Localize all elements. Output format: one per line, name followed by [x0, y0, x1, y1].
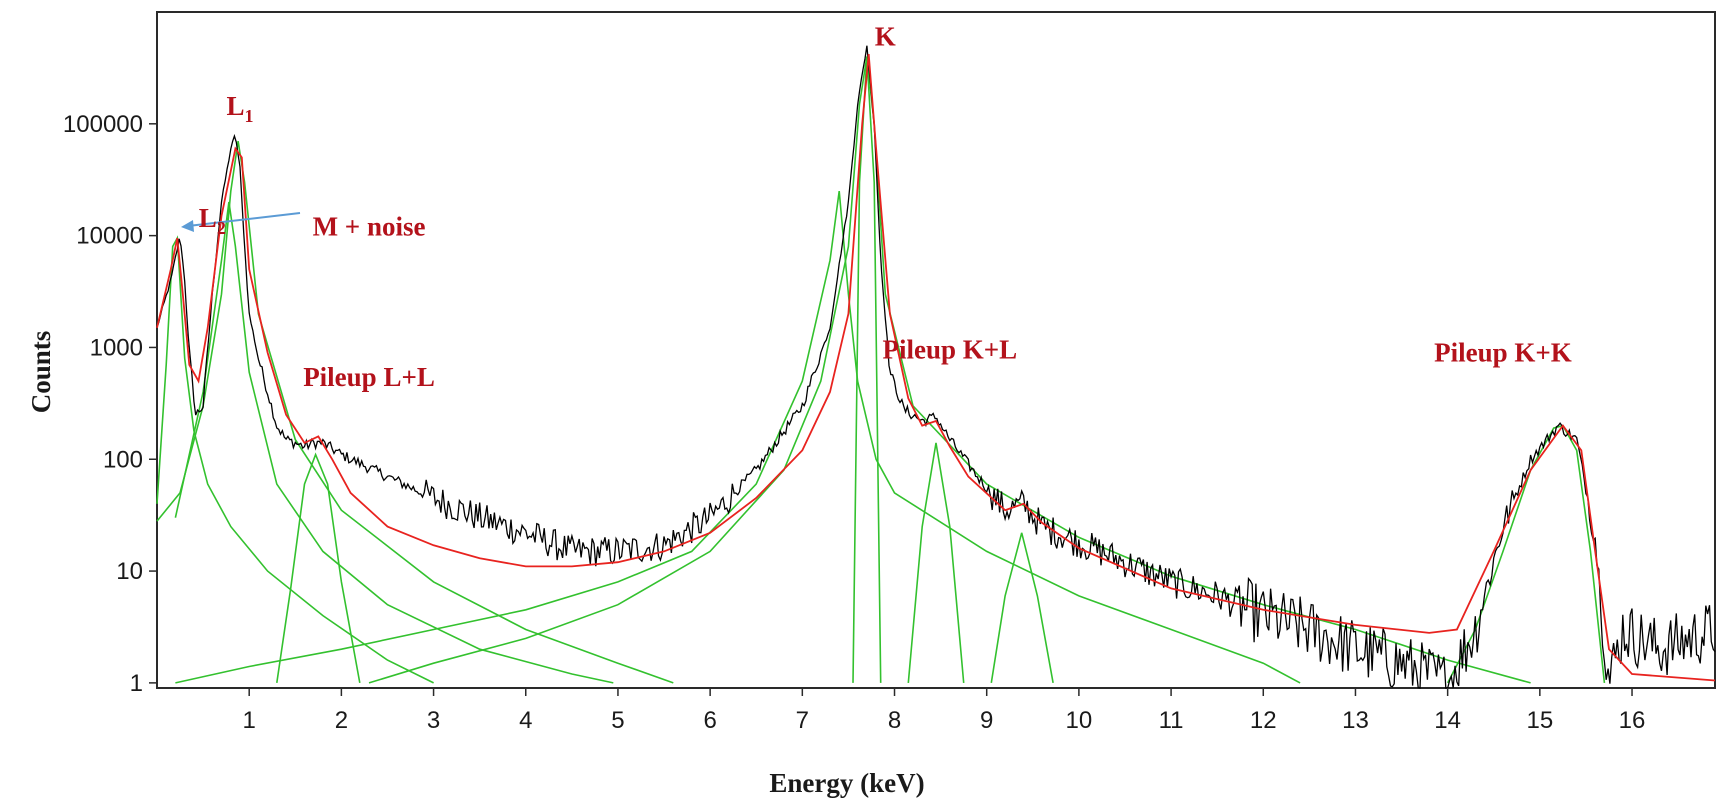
x-tick-label: 8 — [888, 707, 901, 734]
x-tick-label: 11 — [1159, 707, 1184, 734]
component-curve-10 — [1446, 424, 1606, 684]
x-tick-label: 1 — [243, 707, 256, 734]
component-curve-9 — [990, 532, 1054, 684]
peak-annotation: Pileup K+K — [1434, 337, 1572, 367]
x-tick-label: 3 — [427, 707, 440, 734]
x-tick-label: 2 — [335, 707, 348, 734]
measured-spectrum — [156, 45, 1716, 689]
y-axis-title: Counts — [26, 331, 56, 414]
peak-annotation-subscript: 1 — [244, 106, 253, 126]
y-tick-label: 100000 — [63, 111, 143, 138]
y-tick-label: 100 — [103, 446, 143, 473]
component-curve-1 — [156, 235, 434, 684]
y-tick-label: 1 — [130, 670, 143, 697]
x-tick-label: 16 — [1619, 707, 1646, 734]
component-curve-7 — [852, 56, 882, 683]
component-curve-2 — [156, 140, 674, 684]
component-curve-5 — [175, 190, 1301, 684]
x-tick-label: 5 — [611, 707, 624, 734]
x-tick-label: 9 — [980, 707, 993, 734]
y-tick-label: 1000 — [90, 334, 143, 361]
peak-annotation-subscript: 2 — [217, 218, 226, 238]
x-tick-label: 6 — [703, 707, 716, 734]
x-tick-label: 13 — [1342, 707, 1369, 734]
x-tick-label: 7 — [796, 707, 809, 734]
x-tick-label: 14 — [1434, 707, 1461, 734]
x-tick-label: 4 — [519, 707, 532, 734]
component-curve-3 — [174, 201, 614, 684]
noise-arrow — [187, 212, 301, 227]
peak-annotation: K — [875, 22, 896, 52]
plot-frame — [156, 11, 1716, 689]
x-axis: 1 2 3 4 5 6 7 8 9 10 11 12 13 14 15 16 — [243, 688, 1646, 734]
peak-annotation: Pileup L+L — [303, 362, 435, 392]
noise-arrow-head — [181, 220, 194, 232]
fit-total-line — [156, 54, 1716, 682]
y-tick-label: 10000 — [76, 223, 143, 250]
y-tick-label: 10 — [116, 558, 143, 585]
x-axis-title: Energy (keV) — [769, 768, 924, 798]
x-tick-label: 12 — [1250, 707, 1277, 734]
component-curve-8 — [907, 442, 965, 683]
peak-annotation: Pileup K+L — [882, 334, 1017, 364]
peak-annotation: M + noise — [313, 212, 426, 242]
measured-spectrum-line — [156, 45, 1716, 689]
peak-annotation: L1 — [226, 91, 253, 126]
x-tick-label: 10 — [1066, 707, 1093, 734]
component-curve-6 — [368, 56, 1531, 684]
y-axis: 1 10 100 1000 10000 100000 — [63, 111, 157, 697]
component-curve-4 — [276, 452, 361, 684]
peak-annotation: L2 — [199, 203, 226, 238]
peak-annotations: L1 L2 M + noise K Pileup L+L Pileup K+L Pileup… — [199, 22, 1572, 393]
x-tick-label: 15 — [1526, 707, 1553, 734]
fit-components — [156, 56, 1606, 684]
fit-total — [156, 54, 1716, 682]
